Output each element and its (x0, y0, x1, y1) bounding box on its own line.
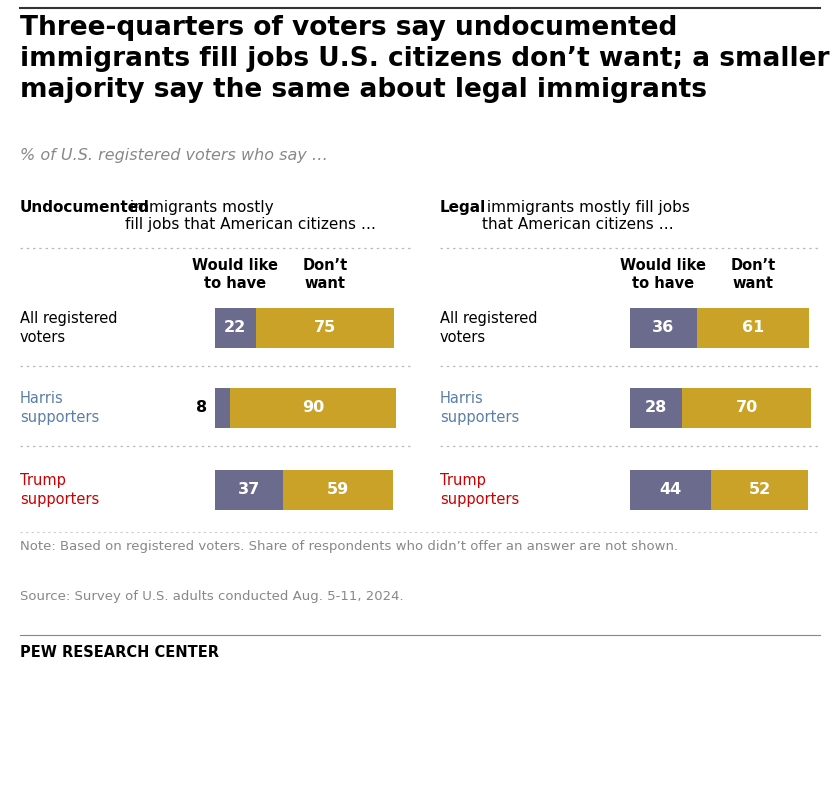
Text: Trump
supporters: Trump supporters (20, 473, 99, 507)
Text: PEW RESEARCH CENTER: PEW RESEARCH CENTER (20, 645, 219, 660)
Bar (630, 308, 696, 348)
Text: Note: Based on registered voters. Share of respondents who didn’t offer an answe: Note: Based on registered voters. Share … (20, 540, 678, 553)
Text: immigrants mostly fill jobs
that American citizens …: immigrants mostly fill jobs that America… (482, 200, 690, 232)
Text: 28: 28 (645, 401, 667, 415)
Bar (630, 388, 682, 428)
Text: % of U.S. registered voters who say …: % of U.S. registered voters who say … (20, 148, 328, 163)
Text: 70: 70 (736, 401, 758, 415)
Text: Undocumented: Undocumented (20, 200, 150, 215)
Text: 59: 59 (327, 482, 349, 498)
Text: 22: 22 (224, 321, 246, 335)
Text: 37: 37 (238, 482, 260, 498)
Text: 44: 44 (659, 482, 682, 498)
Text: Three-quarters of voters say undocumented
immigrants fill jobs U.S. citizens don: Three-quarters of voters say undocumente… (20, 15, 830, 103)
Text: All registered
voters: All registered voters (440, 311, 538, 345)
Bar (215, 388, 230, 428)
Text: Don’t
want: Don’t want (731, 258, 775, 291)
Bar (215, 308, 255, 348)
Text: Legal: Legal (440, 200, 486, 215)
Bar (255, 308, 395, 348)
Bar (215, 470, 283, 510)
Text: 52: 52 (748, 482, 770, 498)
Bar (682, 388, 811, 428)
Text: 75: 75 (314, 321, 336, 335)
Bar (230, 388, 396, 428)
Text: 36: 36 (652, 321, 675, 335)
Text: Would like
to have: Would like to have (620, 258, 706, 291)
Text: immigrants mostly
fill jobs that American citizens …: immigrants mostly fill jobs that America… (125, 200, 376, 232)
Text: Harris
supporters: Harris supporters (20, 391, 99, 425)
Text: Don’t
want: Don’t want (302, 258, 348, 291)
Text: 90: 90 (302, 401, 324, 415)
Text: 8: 8 (196, 401, 207, 415)
Bar (696, 308, 810, 348)
Text: Trump
supporters: Trump supporters (440, 473, 519, 507)
Bar (711, 470, 807, 510)
Text: 61: 61 (742, 321, 764, 335)
Bar (630, 470, 711, 510)
Text: All registered
voters: All registered voters (20, 311, 118, 345)
Text: Would like
to have: Would like to have (192, 258, 278, 291)
Bar (283, 470, 392, 510)
Text: Source: Survey of U.S. adults conducted Aug. 5-11, 2024.: Source: Survey of U.S. adults conducted … (20, 590, 404, 603)
Text: Harris
supporters: Harris supporters (440, 391, 519, 425)
